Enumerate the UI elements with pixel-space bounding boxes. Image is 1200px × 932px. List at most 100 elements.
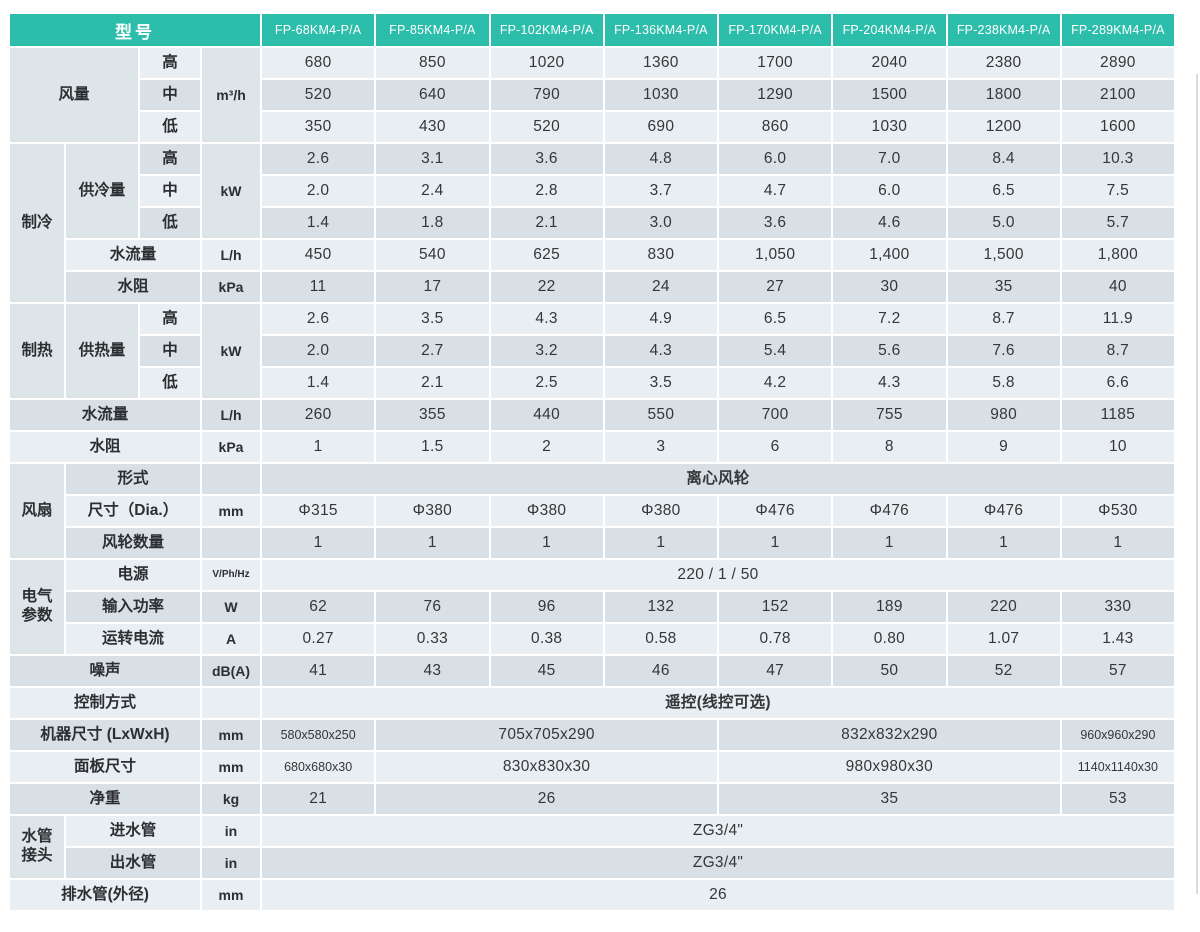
table-row: 制热 供热量高 kW 2.6 3.5 4.3 4.9 6.5 7.2 8.7 11.9	[10, 304, 1174, 398]
value-cell: 1030	[604, 80, 717, 110]
row-label: 水流量	[10, 400, 200, 430]
value-cell: 27	[719, 272, 832, 302]
row-label: 进水管	[66, 816, 200, 846]
value-cell: 1	[833, 528, 946, 558]
unit-label	[202, 528, 260, 558]
table-row: 排水管(外径) mm 26	[10, 880, 1174, 910]
value-cell: 830	[604, 240, 717, 270]
row-label: 形式	[66, 464, 200, 494]
model-corner-label: 型号	[10, 14, 260, 46]
value-cell: 2.7	[376, 336, 489, 366]
model-column-header: FP-238KM4-P/A	[947, 14, 1060, 46]
value-cell: 2040	[833, 48, 946, 78]
value-cell: 1	[1061, 528, 1174, 558]
value-cell: 2.6	[262, 144, 375, 174]
model-column-header: FP-289KM4-P/A	[1061, 14, 1174, 46]
unit-label: W	[202, 592, 260, 622]
value-cell: 7.5	[1061, 176, 1174, 206]
row-label: 机器尺寸 (LxWxH)	[10, 720, 200, 750]
value-cell: 4.6	[833, 208, 946, 238]
value-cell: Φ380	[604, 496, 717, 526]
value-cell: 2890	[1061, 48, 1174, 78]
value-cell: 4.3	[604, 336, 717, 366]
value-cell: 30	[833, 272, 946, 302]
section-label: 风扇	[10, 464, 64, 558]
value-cell: 520	[490, 112, 603, 142]
value-cell: 260	[262, 400, 375, 430]
unit-label: mm	[202, 752, 260, 782]
value-cell: 850	[376, 48, 489, 78]
row-label: 低	[140, 112, 200, 142]
value-cell: 26	[262, 880, 1174, 910]
value-cell: 1290	[719, 80, 832, 110]
section-label: 制热	[10, 304, 64, 398]
value-cell: 6.6	[1061, 368, 1174, 398]
value-cell: 4.7	[719, 176, 832, 206]
model-column-header: FP-136KM4-P/A	[604, 14, 717, 46]
row-label: 电源	[66, 560, 200, 590]
model-column-header: FP-102KM4-P/A	[490, 14, 603, 46]
value-cell: 10	[1061, 432, 1174, 462]
value-cell: 1,400	[833, 240, 946, 270]
value-cell: 52	[947, 656, 1060, 686]
value-cell: 8.7	[947, 304, 1060, 334]
value-cell: 57	[1061, 656, 1174, 686]
value-cell: 980	[947, 400, 1060, 430]
unit-label: kPa	[202, 272, 260, 302]
table-row: 风轮数量 1 1 1 1 1 1 1 1	[10, 528, 1174, 558]
table-body: 风量高 m³/h 680 850 1020 1360 1700 2040 2380 2890 中 52…	[10, 48, 1174, 910]
value-cell: 35	[947, 272, 1060, 302]
value-cell: 520	[262, 80, 375, 110]
value-cell: 11.9	[1061, 304, 1174, 334]
row-label: 控制方式	[10, 688, 200, 718]
value-cell: 220 / 1 / 50	[262, 560, 1174, 590]
value-cell: 830x830x30	[376, 752, 717, 782]
value-cell: 4.2	[719, 368, 832, 398]
value-cell: 4.3	[490, 304, 603, 334]
value-cell: ZG3/4"	[262, 816, 1174, 846]
value-cell: 2100	[1061, 80, 1174, 110]
value-cell: 330	[1061, 592, 1174, 622]
section-label: 供热量	[66, 304, 138, 398]
value-cell: 62	[262, 592, 375, 622]
value-cell: 3.1	[376, 144, 489, 174]
value-cell: 2.0	[262, 336, 375, 366]
value-cell: 700	[719, 400, 832, 430]
header-row: 型号 FP-68KM4-P/A FP-85KM4-P/A FP-102KM4-P/A F…	[10, 14, 1174, 46]
value-cell: 132	[604, 592, 717, 622]
row-label: 输入功率	[66, 592, 200, 622]
unit-label: m³/h	[202, 48, 260, 142]
value-cell: 4.8	[604, 144, 717, 174]
value-cell: Φ530	[1061, 496, 1174, 526]
value-cell: 1140x1140x30	[1061, 752, 1174, 782]
value-cell: 1030	[833, 112, 946, 142]
table-row: 水阻 kPa 1 1.5 2 3 6 8 9 10	[10, 432, 1174, 462]
value-cell: 1.4	[262, 208, 375, 238]
row-label: 噪声	[10, 656, 200, 686]
unit-label: kg	[202, 784, 260, 814]
value-cell: 450	[262, 240, 375, 270]
value-cell: 350	[262, 112, 375, 142]
row-label: 水流量	[66, 240, 200, 270]
value-cell: 2.4	[376, 176, 489, 206]
value-cell: 1185	[1061, 400, 1174, 430]
unit-label: mm	[202, 496, 260, 526]
value-cell: 26	[376, 784, 717, 814]
value-cell: 1.8	[376, 208, 489, 238]
value-cell: 4.9	[604, 304, 717, 334]
value-cell: 0.78	[719, 624, 832, 654]
row-label: 中	[140, 336, 200, 366]
value-cell: 5.4	[719, 336, 832, 366]
value-cell: 50	[833, 656, 946, 686]
spec-table: 型号 FP-68KM4-P/A FP-85KM4-P/A FP-102KM4-P/A F…	[8, 12, 1176, 912]
value-cell: 3.6	[490, 144, 603, 174]
table-row: 输入功率 W 62 76 96 132 152 189 220 330	[10, 592, 1174, 622]
value-cell: 1700	[719, 48, 832, 78]
unit-label: L/h	[202, 240, 260, 270]
value-cell: 5.7	[1061, 208, 1174, 238]
table-row: 噪声 dB(A) 41 43 45 46 47 50 52 57	[10, 656, 1174, 686]
page-edge-line	[1196, 74, 1198, 894]
row-label: 高	[140, 144, 200, 174]
value-cell: 1	[719, 528, 832, 558]
value-cell: 1800	[947, 80, 1060, 110]
